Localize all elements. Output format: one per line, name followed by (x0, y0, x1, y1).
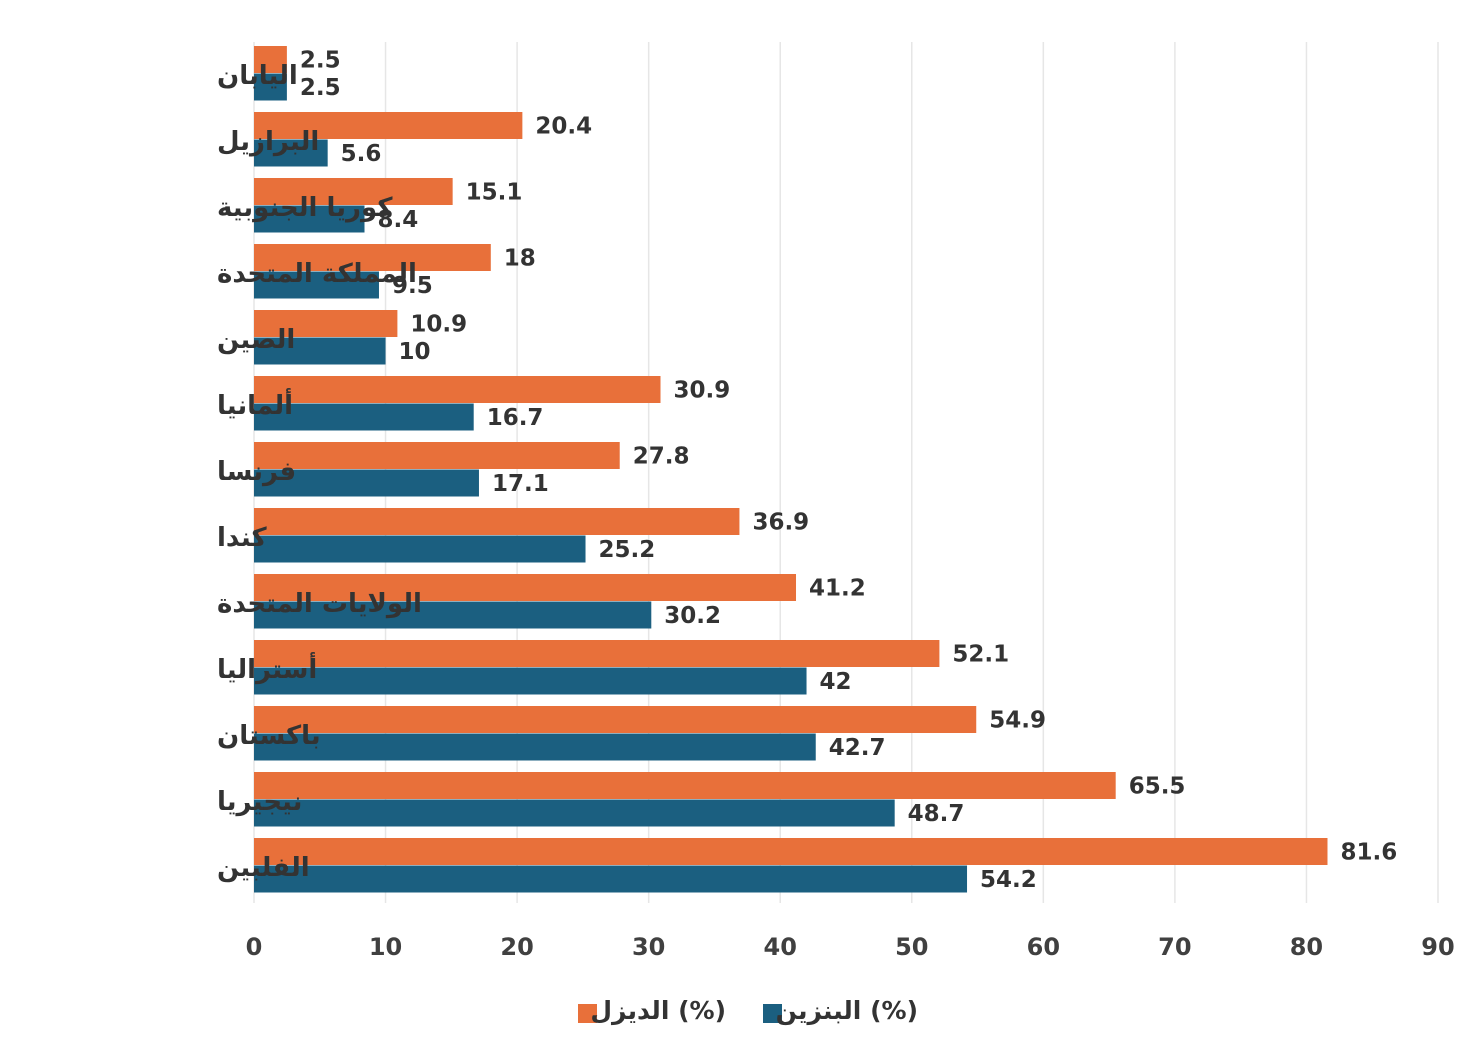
gasoline-bar (254, 799, 895, 827)
diesel-value-label: 10.9 (410, 312, 467, 338)
gasoline-value-label: 9.5 (392, 273, 433, 299)
legend: البنزين (%) الديزل (%) (578, 996, 918, 1026)
diesel-value-label: 27.8 (633, 444, 690, 470)
category-labels: اليابان البرازيل كوريا الجنوبية المملكة الم… (217, 61, 422, 883)
gasoline-value-label: 48.7 (908, 801, 965, 827)
legend-gasoline-swatch (763, 1004, 782, 1023)
diesel-value-label: 36.9 (752, 510, 809, 536)
gasoline-bar (254, 667, 807, 695)
gasoline-bar (254, 865, 968, 893)
diesel-bar (254, 442, 620, 469)
gasoline-value-label: 25.2 (599, 537, 656, 563)
diesel-bar (254, 640, 940, 667)
diesel-bar (254, 838, 1328, 865)
diesel-value-label: 18 (504, 246, 536, 272)
x-tick-label: 40 (764, 933, 797, 961)
gasoline-bar (254, 73, 287, 101)
gasoline-value-label: 2.5 (300, 75, 341, 101)
gasoline-bar (254, 139, 328, 167)
diesel-bar (254, 772, 1116, 799)
diesel-bar (254, 112, 523, 139)
legend-diesel-swatch (578, 1004, 597, 1023)
gasoline-value-label: 54.2 (980, 867, 1037, 893)
category-label: الفلبين (217, 853, 310, 883)
diesel-value-label: 81.6 (1340, 840, 1397, 866)
category-label: الولايات المتحدة (217, 589, 422, 619)
category-label: كندا (217, 523, 268, 553)
category-label: فرنسا (217, 457, 296, 487)
gasoline-bar (254, 337, 386, 365)
gasoline-value-label: 30.2 (664, 603, 721, 629)
gasoline-value-label: 5.6 (341, 141, 382, 167)
gasoline-bar (254, 403, 474, 431)
diesel-value-label: 2.5 (300, 48, 341, 74)
x-tick-label: 60 (1027, 933, 1060, 961)
gasoline-value-label: 42.7 (829, 735, 886, 761)
diesel-value-label: 30.9 (674, 378, 731, 404)
category-label: البرازيل (217, 127, 319, 157)
x-tick-label: 90 (1421, 933, 1454, 961)
x-tick-label: 20 (500, 933, 533, 961)
diesel-bar (254, 706, 977, 733)
category-label: باكستان (217, 721, 321, 751)
diesel-bar (254, 376, 661, 403)
gasoline-bar (254, 271, 379, 299)
diesel-value-label: 54.9 (989, 708, 1046, 734)
x-tick-label: 10 (369, 933, 402, 961)
data-labels: 2.52.5 20.4 5.6 15.1 8.4 18 9.5 10.910 30.9 16.7 2… (300, 48, 1397, 894)
category-label: المملكة المتحدة (217, 259, 417, 289)
diesel-value-label: 52.1 (952, 642, 1009, 668)
category-label: أستراليا (217, 652, 317, 685)
gasoline-value-label: 42 (820, 669, 852, 695)
diesel-bar (254, 310, 398, 337)
gasoline-bar (254, 601, 652, 629)
diesel-value-label: 65.5 (1129, 774, 1186, 800)
gasoline-value-label: 8.4 (378, 207, 419, 233)
legend-gasoline-label: البنزين (%) (776, 996, 918, 1026)
diesel-bar (254, 508, 740, 535)
category-label: نيجيريا (217, 787, 302, 817)
gasoline-bar (254, 733, 816, 761)
category-label: اليابان (217, 61, 298, 91)
diesel-value-label: 15.1 (466, 180, 523, 206)
x-axis-ticks: 0 10 20 30 40 50 60 70 80 90 (246, 933, 1455, 961)
legend-diesel-label: الديزل (%) (590, 996, 726, 1026)
x-tick-label: 0 (246, 933, 263, 961)
gasoline-value-label: 10 (399, 339, 431, 365)
diesel-bar (254, 574, 797, 601)
category-label: ألمانيا (217, 388, 293, 421)
category-label: كوريا الجنوبية (217, 193, 393, 223)
x-tick-label: 80 (1290, 933, 1323, 961)
gasoline-value-label: 17.1 (492, 471, 549, 497)
gasoline-bar (254, 535, 586, 563)
diesel-bar (254, 244, 491, 271)
gasoline-bar (254, 205, 365, 233)
diesel-bar (254, 46, 287, 73)
x-tick-label: 30 (632, 933, 665, 961)
diesel-value-label: 41.2 (809, 576, 866, 602)
diesel-bar (254, 178, 453, 205)
x-tick-label: 50 (895, 933, 928, 961)
category-label: الصين (217, 325, 295, 355)
gasoline-bar (254, 469, 479, 497)
bars (254, 46, 1328, 893)
gasoline-value-label: 16.7 (487, 405, 544, 431)
diesel-value-label: 20.4 (535, 114, 592, 140)
x-tick-label: 70 (1158, 933, 1191, 961)
